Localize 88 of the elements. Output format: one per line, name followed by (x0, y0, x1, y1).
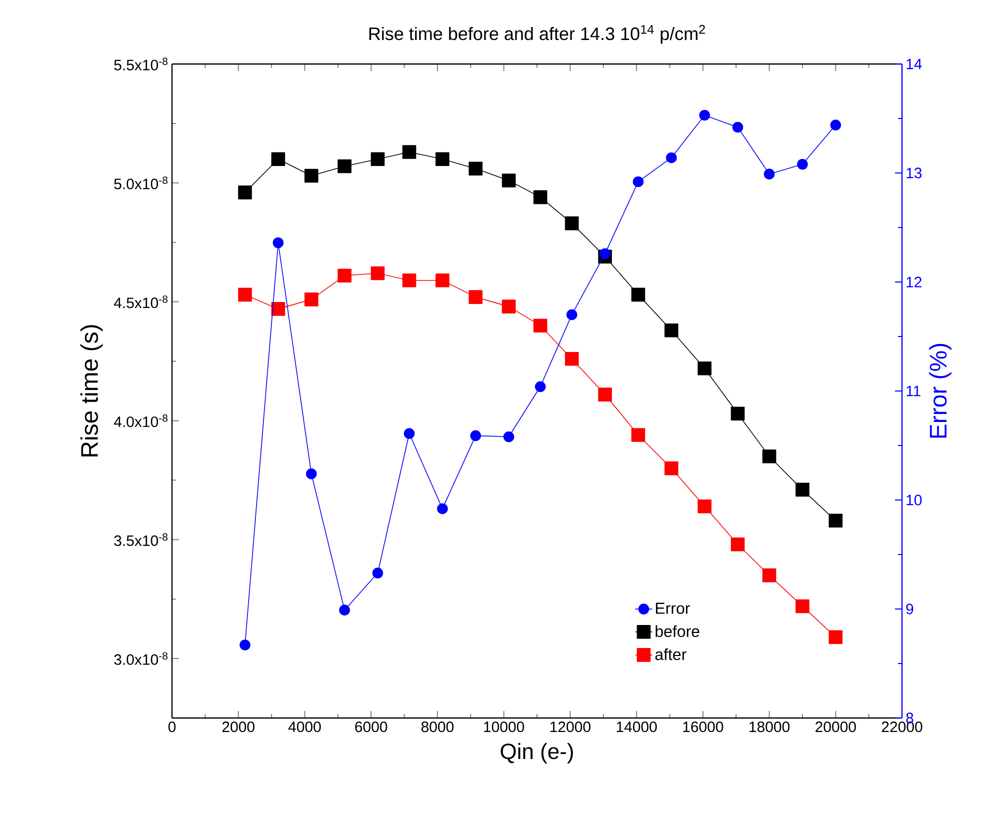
point (339, 604, 350, 616)
y2-tick-label: 9 (906, 604, 914, 614)
point (699, 110, 710, 121)
x-tick-label: 16000 (683, 722, 724, 732)
point (404, 428, 415, 439)
point (764, 168, 775, 180)
point (271, 152, 286, 166)
point (631, 428, 646, 442)
y-tick-label: 4.0x10$^{-8}$ (114, 414, 168, 428)
point (240, 640, 250, 650)
x-tick-label: 0 (168, 722, 176, 732)
y-tick-label: 5.0x10$^{-8}$ (114, 176, 168, 190)
point (272, 237, 284, 248)
point (828, 630, 843, 644)
x-tick-label: 10000 (484, 722, 524, 732)
point (600, 248, 610, 260)
point (370, 266, 385, 280)
point (564, 216, 579, 230)
y2-tick-label: 14 (906, 58, 922, 70)
point (730, 406, 745, 420)
point (502, 300, 516, 314)
point (370, 152, 385, 166)
point (437, 503, 448, 514)
point (534, 381, 546, 392)
point (436, 152, 450, 166)
point (664, 461, 678, 476)
point (830, 120, 842, 130)
legend-label: Error (656, 602, 690, 614)
point (304, 292, 318, 306)
x-tick-label: 8000 (421, 722, 454, 732)
y2-tick-label: 11 (906, 386, 920, 396)
point (664, 323, 678, 338)
y-tick-label: 3.5x10$^{-8}$ (114, 533, 168, 546)
legend-label: after (655, 648, 686, 660)
y2-tick-label: 12 (906, 276, 922, 288)
point (271, 302, 286, 316)
point (796, 599, 810, 614)
y-tick-label: 4.5x10$^{-8}$ (114, 295, 168, 308)
x-tick-label: 20000 (816, 722, 856, 732)
point (468, 162, 483, 176)
point (304, 168, 318, 183)
point (238, 186, 252, 200)
y2-tick-label: 8 (906, 712, 914, 724)
x-tick-label: 18000 (750, 722, 790, 732)
point (762, 568, 776, 582)
point (533, 318, 548, 332)
point (796, 482, 810, 497)
point (238, 288, 252, 302)
y2-tick-label: 13 (906, 168, 922, 178)
point (372, 568, 384, 578)
point (797, 158, 808, 170)
point (306, 468, 317, 480)
point (566, 309, 578, 320)
point (338, 159, 352, 174)
point (732, 122, 744, 133)
y-axis-title: Rise time (s) (80, 325, 103, 456)
point (533, 190, 548, 204)
point (436, 274, 450, 288)
y-tick-label: 5.5x10$^{-8}$ (114, 58, 168, 70)
y2-tick-label: 10 (906, 494, 922, 506)
x-axis-title: Qin (e-) (500, 743, 573, 764)
point (402, 274, 416, 288)
y-tick-label: 3.0x10$^{-8}$ (114, 652, 168, 665)
point (666, 152, 677, 164)
x-tick-label: 22000 (882, 722, 922, 732)
x-tick-label: 14000 (616, 722, 657, 732)
point (730, 537, 745, 552)
x-tick-label: 2000 (222, 722, 254, 732)
point (762, 449, 776, 464)
point (468, 290, 483, 304)
point (503, 431, 514, 442)
x-tick-label: 4000 (288, 722, 321, 732)
point (564, 352, 579, 366)
point (598, 388, 612, 402)
point (698, 362, 712, 376)
point (828, 514, 843, 528)
x-tick-label: 6000 (355, 722, 388, 732)
x-tick-label: 12000 (550, 722, 590, 732)
chart-title: Rise time before and after 14.3 10$^{14}$ p/cm$^{2}$ (369, 24, 705, 44)
point (402, 145, 416, 159)
y2-axis-title: Error (%) (929, 344, 952, 438)
point (631, 288, 646, 302)
point (502, 174, 516, 188)
legend-label: before (656, 625, 700, 638)
point (698, 499, 712, 514)
point (338, 268, 352, 283)
point (632, 176, 644, 188)
point (470, 430, 482, 442)
